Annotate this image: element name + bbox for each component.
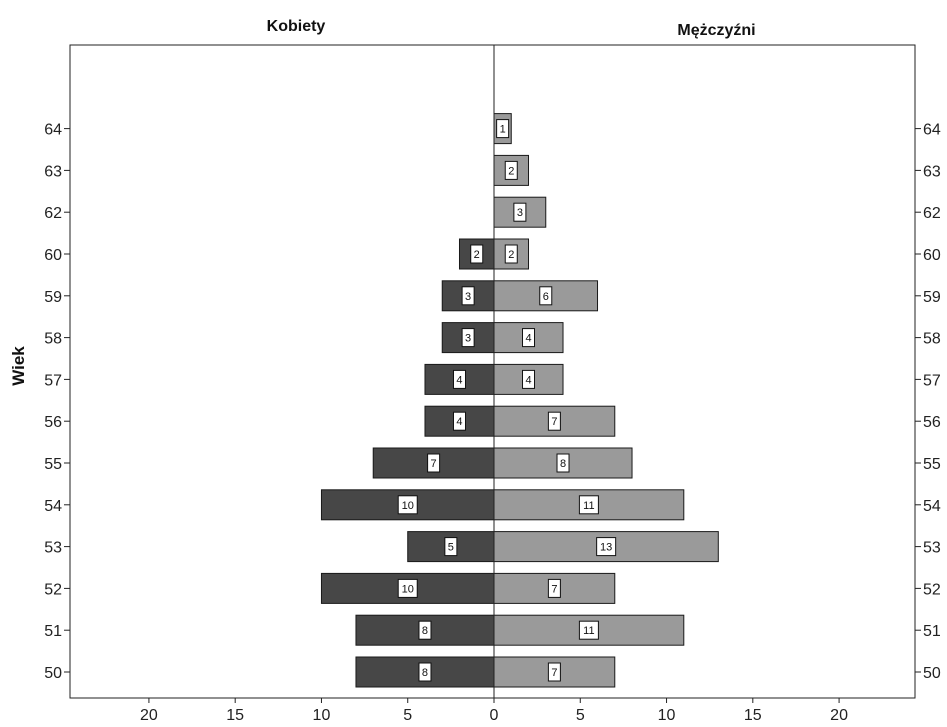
data-label-box-mezczyzni-54: [578, 495, 599, 515]
data-label-box-kobiety-55: [427, 453, 441, 473]
y-tick-label-left-51: 51: [44, 623, 62, 640]
y-tick-label-left-60: 60: [44, 247, 62, 264]
panel-title-mezczyzni: Mężczyźni: [677, 22, 755, 39]
bar-kobiety-50: [355, 656, 495, 688]
data-label-kobiety-53: 5: [448, 542, 454, 554]
data-label-box-mezczyzni-53: [596, 537, 617, 557]
x-tick-label-1: 15: [226, 707, 244, 724]
y-tick-label-left-63: 63: [44, 163, 62, 180]
data-label-kobiety-56: 4: [456, 416, 462, 428]
data-label-mezczyzni-64: 1: [500, 124, 506, 136]
data-label-mezczyzni-58: 4: [525, 333, 531, 345]
y-tick-label-left-57: 57: [44, 372, 62, 389]
data-label-mezczyzni-57: 4: [525, 374, 531, 386]
y-tick-label-left-56: 56: [44, 414, 62, 431]
y-tick-label-left-55: 55: [44, 456, 62, 473]
y-tick-label-right-52: 52: [923, 581, 941, 598]
x-tick-label-7: 15: [744, 707, 762, 724]
data-label-box-kobiety-58: [461, 328, 475, 348]
data-label-box-kobiety-50: [418, 662, 432, 682]
data-label-mezczyzni-54: 11: [583, 500, 594, 512]
data-label-box-mezczyzni-56: [547, 411, 561, 431]
x-tick-label-6: 10: [658, 707, 676, 724]
y-tick-label-right-63: 63: [923, 163, 941, 180]
y-tick-label-right-57: 57: [923, 372, 941, 389]
y-tick-label-right-62: 62: [923, 205, 941, 222]
data-label-box-kobiety-53: [444, 537, 458, 557]
x-tick-label-8: 20: [830, 707, 848, 724]
y-tick-label-left-64: 64: [44, 122, 62, 139]
data-label-kobiety-55: 7: [431, 458, 437, 470]
y-tick-label-left-54: 54: [44, 498, 62, 515]
data-label-box-kobiety-59: [461, 286, 475, 306]
x-tick-label-4: 0: [490, 707, 499, 724]
data-label-box-kobiety-56: [452, 411, 466, 431]
data-label-box-mezczyzni-58: [522, 328, 536, 348]
data-label-kobiety-60: 2: [474, 249, 480, 261]
y-tick-label-right-64: 64: [923, 122, 941, 139]
y-tick-label-left-50: 50: [44, 665, 62, 682]
data-label-kobiety-57: 4: [456, 374, 462, 386]
data-label-kobiety-54: 10: [402, 500, 414, 512]
y-tick-label-right-55: 55: [923, 456, 941, 473]
y-tick-label-left-58: 58: [44, 331, 62, 348]
y-axis-title: Wiek: [9, 346, 28, 386]
data-label-box-mezczyzni-59: [539, 286, 553, 306]
data-label-mezczyzni-62: 3: [517, 207, 523, 219]
data-label-box-mezczyzni-57: [522, 369, 536, 389]
data-label-box-kobiety-51: [418, 620, 432, 640]
y-tick-label-left-59: 59: [44, 289, 62, 306]
y-tick-label-right-56: 56: [923, 414, 941, 431]
data-label-mezczyzni-59: 6: [543, 291, 549, 303]
y-tick-label-right-58: 58: [923, 331, 941, 348]
data-label-kobiety-52: 10: [402, 583, 414, 595]
data-label-box-mezczyzni-60: [504, 244, 518, 264]
data-label-mezczyzni-51: 11: [583, 625, 594, 637]
data-label-box-mezczyzni-62: [513, 202, 527, 222]
y-tick-label-right-50: 50: [923, 665, 941, 682]
data-label-mezczyzni-60: 2: [508, 249, 514, 261]
x-tick-label-2: 10: [313, 707, 331, 724]
data-label-box-kobiety-57: [452, 369, 466, 389]
data-label-box-mezczyzni-55: [556, 453, 570, 473]
data-label-kobiety-51: 8: [422, 625, 428, 637]
y-tick-label-right-53: 53: [923, 540, 941, 557]
data-label-kobiety-50: 8: [422, 667, 428, 679]
data-label-mezczyzni-52: 7: [551, 583, 557, 595]
y-tick-label-right-54: 54: [923, 498, 941, 515]
data-label-box-mezczyzni-64: [496, 119, 510, 139]
data-label-box-mezczyzni-63: [504, 160, 518, 180]
y-tick-label-right-51: 51: [923, 623, 941, 640]
data-label-kobiety-59: 3: [465, 291, 471, 303]
data-label-mezczyzni-53: 13: [600, 542, 612, 554]
data-label-mezczyzni-63: 2: [508, 165, 514, 177]
y-tick-label-right-60: 60: [923, 247, 941, 264]
data-label-box-mezczyzni-52: [547, 578, 561, 598]
data-label-box-mezczyzni-50: [547, 662, 561, 682]
data-label-box-kobiety-60: [470, 244, 484, 264]
data-label-mezczyzni-56: 7: [551, 416, 557, 428]
panel-title-kobiety: Kobiety: [267, 18, 326, 35]
plot-frame: [69, 44, 916, 699]
data-label-mezczyzni-55: 8: [560, 458, 566, 470]
data-label-box-kobiety-54: [397, 495, 418, 515]
data-label-kobiety-58: 3: [465, 333, 471, 345]
data-label-box-kobiety-52: [397, 578, 418, 598]
y-tick-label-left-53: 53: [44, 540, 62, 557]
x-tick-label-0: 20: [140, 707, 158, 724]
x-tick-label-3: 5: [403, 707, 412, 724]
y-tick-label-left-62: 62: [44, 205, 62, 222]
data-label-box-mezczyzni-51: [578, 620, 599, 640]
x-tick-label-5: 5: [576, 707, 585, 724]
data-label-mezczyzni-50: 7: [551, 667, 557, 679]
y-tick-label-left-52: 52: [44, 581, 62, 598]
y-tick-label-right-59: 59: [923, 289, 941, 306]
